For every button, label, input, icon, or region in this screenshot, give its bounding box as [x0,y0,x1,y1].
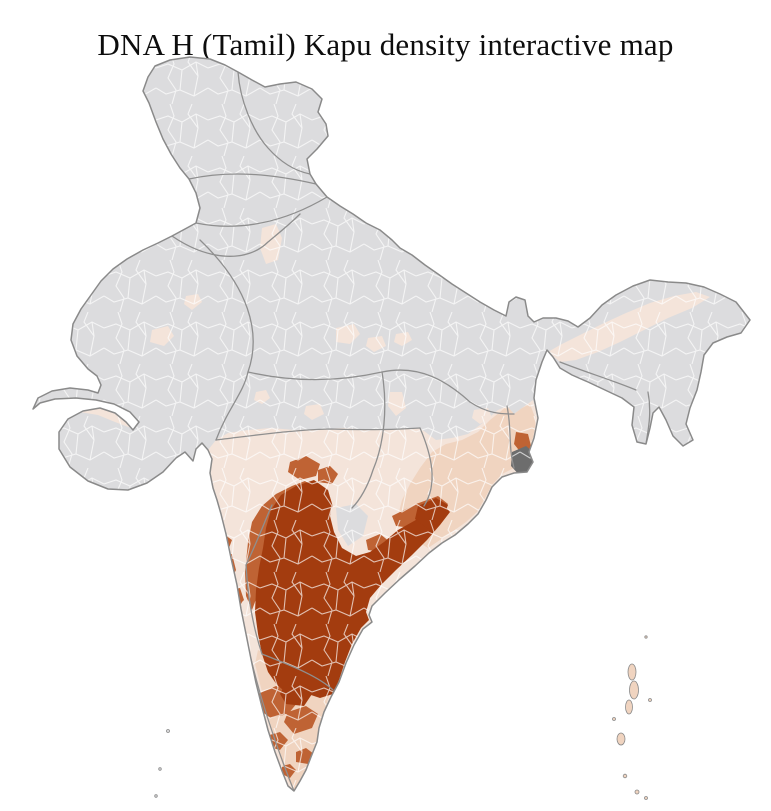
region-south-karnataka-district[interactable] [198,688,214,708]
region-andaman-nicobar[interactable] [612,635,652,800]
india-outline [32,56,751,792]
region-lakshadweep[interactable] [154,729,170,798]
state-borders [171,71,651,791]
district-borders-mesh [33,57,750,791]
page-title: DNA H (Tamil) Kapu density interactive m… [97,26,674,62]
